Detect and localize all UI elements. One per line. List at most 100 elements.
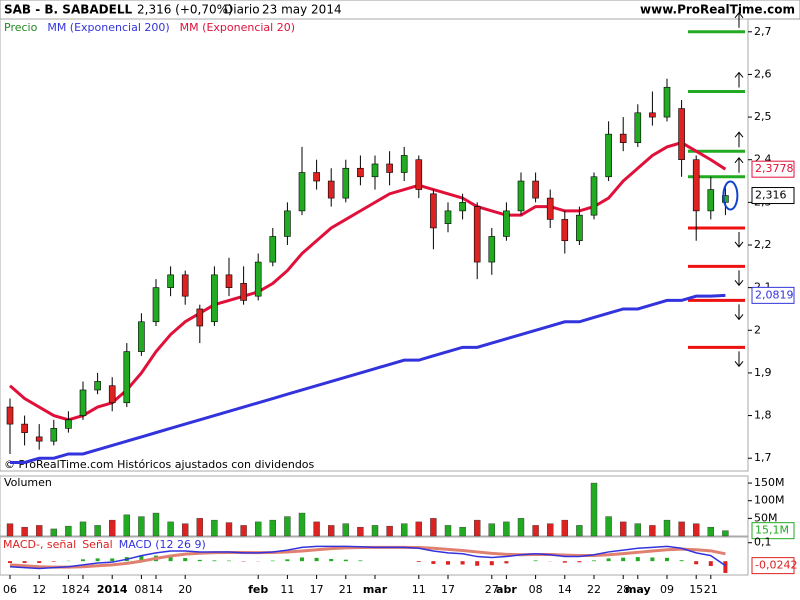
volume-bar <box>167 521 174 537</box>
highlight <box>722 180 739 211</box>
candle-body <box>590 176 598 216</box>
y-tick-label: 1,8 <box>754 409 772 422</box>
candle-body <box>605 133 612 178</box>
candle-body <box>108 385 116 404</box>
volume-bar <box>634 523 641 537</box>
legend-entry: MM (Exponencial 200) <box>47 21 169 34</box>
macd-histogram <box>110 558 115 562</box>
volume-bar <box>50 528 57 537</box>
y-tick-label: 1,7 <box>754 451 772 464</box>
candle-body <box>707 189 715 212</box>
x-tick-label: 08 <box>529 583 543 596</box>
candle-body <box>357 167 364 178</box>
volume-bar <box>313 521 320 537</box>
volume-bar <box>707 526 714 537</box>
volume-bar <box>663 519 671 537</box>
legend-entry: MM (Exponencial 20) <box>180 21 295 34</box>
macd-histogram <box>343 559 348 562</box>
candle-body <box>561 219 569 242</box>
macd-histogram <box>650 557 655 562</box>
x-tick-label: 18 <box>61 583 75 596</box>
macd-histogram <box>431 561 436 564</box>
macd-histogram <box>329 558 334 562</box>
candle-body <box>254 261 262 297</box>
macd-panel <box>0 536 749 576</box>
volume-bar <box>211 519 218 537</box>
candle-body <box>196 308 204 327</box>
candle-body <box>342 167 350 199</box>
volume-bar <box>298 512 306 537</box>
candle-body <box>211 274 218 323</box>
value-box <box>751 557 795 575</box>
volume-bar <box>284 516 291 537</box>
y-tick-label: 2,6 <box>754 67 772 80</box>
macd-line <box>9 545 726 570</box>
volume-bar <box>36 525 43 537</box>
macd-histogram <box>37 561 42 564</box>
candle-body <box>167 274 174 288</box>
candle-body <box>649 112 656 118</box>
value-box-label: 2,3778 <box>755 162 794 175</box>
panel-title: Volumen <box>4 476 52 489</box>
level-arrow <box>734 231 744 248</box>
symbol: SAB - B. SABADELL <box>4 3 132 17</box>
macd-histogram <box>300 557 304 562</box>
x-tick-label: 11 <box>412 583 426 596</box>
volume-bar <box>678 521 685 537</box>
volume-bar <box>605 516 612 537</box>
candle-body <box>94 381 101 391</box>
macd-histogram <box>81 559 85 562</box>
candle-body <box>576 214 583 242</box>
macd-histogram <box>51 561 56 562</box>
candle-body <box>240 283 247 301</box>
volume-bar <box>269 519 276 537</box>
y-tick-label: 50M <box>754 511 778 524</box>
y-tick-label: 2,5 <box>754 110 772 123</box>
date: 23 may 2014 <box>262 3 342 17</box>
macd-histogram <box>665 557 669 562</box>
volume-bar <box>620 521 627 537</box>
macd-histogram <box>562 561 567 563</box>
x-tick-label: 22 <box>587 583 601 596</box>
candle-body <box>430 193 437 229</box>
x-tick-label: 2014 <box>97 583 128 596</box>
x-tick-label: 21 <box>704 583 718 596</box>
x-tick-label: 15 <box>689 583 703 596</box>
y-tick-label: 2 <box>754 323 761 336</box>
volume-bar <box>401 523 408 537</box>
candle-body <box>503 210 510 237</box>
macd-histogram <box>533 560 538 562</box>
value-box <box>751 522 795 540</box>
macd-histogram <box>183 558 188 562</box>
macd-histogram <box>621 557 626 562</box>
x-tick-label: 20 <box>178 583 192 596</box>
level-arrow <box>734 351 744 368</box>
macd-histogram <box>694 561 699 565</box>
candle-body <box>663 86 671 118</box>
volume-bar <box>444 525 452 537</box>
x-tick-label: 06 <box>3 583 17 596</box>
candle-body <box>473 206 481 263</box>
volume-bar <box>21 526 28 537</box>
macd-histogram <box>197 559 202 562</box>
legend-entry: Precio <box>4 21 38 34</box>
y-tick-label: 1,9 <box>754 366 772 379</box>
macd-histogram <box>592 560 596 562</box>
macd-histogram <box>416 561 421 562</box>
x-tick-label: mar <box>363 583 388 596</box>
volume-bar <box>722 530 729 537</box>
volume-bar <box>547 523 554 537</box>
level-arrow <box>734 131 744 148</box>
volume-bar <box>576 525 583 537</box>
macd-histogram <box>489 561 494 566</box>
candle-body <box>35 436 43 442</box>
candle-body <box>225 274 233 288</box>
y-tick-label: 2,2 <box>754 238 772 251</box>
volume-bar <box>357 526 364 537</box>
level-arrow <box>734 270 744 287</box>
price: 2,316 (+0,70%) <box>137 3 233 17</box>
macd-histogram <box>446 561 450 565</box>
value-box-label: 2,0819 <box>755 288 794 301</box>
macd-histogram <box>168 556 173 562</box>
